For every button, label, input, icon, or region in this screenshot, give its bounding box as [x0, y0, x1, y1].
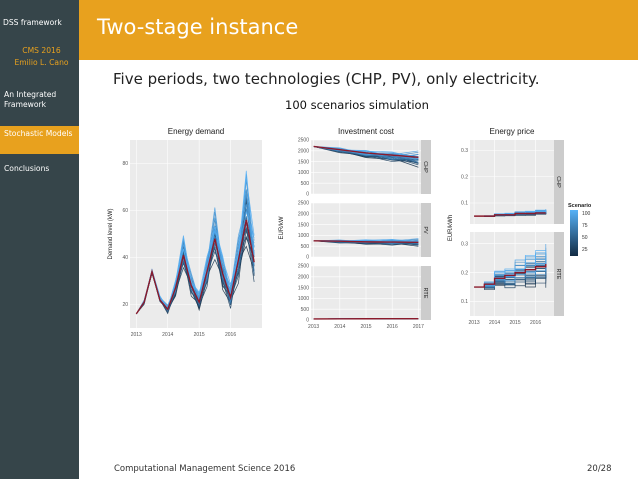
sidebar-item-label: An Integrated Framework	[4, 90, 57, 109]
charts-figure: Energy demand 20 40 60 80 2013 2014 2015 2016 Dem…	[108, 127, 592, 338]
legend-label: 25	[582, 247, 588, 253]
energy-price-xtick-label: 2016	[530, 320, 541, 326]
investment-cost-rte-ytick-label: 0	[306, 318, 309, 324]
investment-cost-chp-ytick-label: 0	[306, 192, 309, 198]
investment-cost-pv-ytick-label: 2500	[298, 201, 309, 207]
energy-price-chp-ytick-label: 0.1	[461, 201, 468, 207]
energy-price-chp-strip-label: CHP	[555, 176, 561, 188]
investment-cost-pv-ytick-label: 2000	[298, 212, 309, 218]
investment-cost-ylabel: EUR/kW	[279, 216, 285, 239]
energy-price-rte-strip-label: RTE	[555, 269, 561, 280]
sidebar-conference: CMS 2016	[0, 46, 79, 56]
investment-cost-chp-ytick-label: 500	[301, 181, 310, 187]
sidebar-item-stochastic-models[interactable]: Stochastic Models	[0, 126, 79, 154]
investment-cost-rte-ytick-label: 1000	[298, 296, 309, 302]
legend-label: 50	[582, 235, 588, 241]
energy-demand-xtick-label: 2013	[131, 332, 142, 338]
energy-price-chp-mean-line	[474, 212, 546, 217]
investment-cost-pv-strip	[421, 203, 431, 257]
energy-price-xtick-label: 2013	[469, 320, 480, 326]
investment-cost-xtick-label: 2013	[308, 324, 319, 330]
energy-demand-title: Energy demand	[168, 127, 224, 136]
investment-cost-xtick-label: 2016	[387, 324, 398, 330]
investment-cost-rte-ytick-label: 2500	[298, 264, 309, 270]
energy-price-rte-ytick-label: 0.3	[461, 241, 468, 247]
sidebar-item-conclusions[interactable]: Conclusions	[0, 164, 79, 174]
energy-price-ylabel: EUR/kWh	[448, 215, 454, 241]
legend-label: 75	[582, 223, 588, 229]
energy-demand-ytick-label: 60	[122, 208, 128, 214]
investment-cost-chp-strip-label: CHP	[422, 161, 428, 173]
investment-cost-xtick-label: 2015	[360, 324, 371, 330]
energy-demand-xtick-label: 2015	[194, 332, 205, 338]
investment-cost-pv-ytick-label: 500	[301, 244, 310, 250]
energy-demand-ylabel: Demand level (kW)	[108, 208, 114, 259]
slide-title: Two-stage instance	[97, 15, 299, 39]
sidebar-item-integrated-framework[interactable]: An Integrated Framework	[0, 90, 79, 110]
sidebar: DSS framework CMS 2016 Emilio L. Cano An…	[0, 0, 79, 479]
investment-cost-chp-ytick-label: 2500	[298, 138, 309, 144]
sidebar-item-label: Conclusions	[4, 164, 50, 173]
energy-price-rte-strip	[554, 232, 564, 316]
energy-demand-xtick-label: 2014	[162, 332, 173, 338]
figure-title: 100 scenarios simulation	[285, 98, 429, 112]
investment-cost-xtick-label: 2017	[413, 324, 424, 330]
investment-cost-chp-ytick-label: 2000	[298, 149, 309, 155]
footer-page-number: 20/28	[587, 464, 612, 474]
sidebar-item-label: DSS framework	[3, 18, 62, 27]
sidebar-author: Emilio L. Cano	[0, 58, 79, 68]
title-bar: Two-stage instance	[79, 0, 638, 60]
energy-demand-ytick-label: 40	[122, 255, 128, 261]
energy-price-rte-scenario-line	[474, 250, 547, 288]
energy-price-chp-ytick-label: 0.2	[461, 174, 468, 180]
investment-cost-pv-mean-line	[313, 240, 419, 244]
sidebar-author-label: Emilio L. Cano	[14, 58, 69, 67]
legend-colorbar	[570, 210, 578, 256]
investment-cost-rte-ytick-label: 1500	[298, 285, 309, 291]
investment-cost-rte-strip	[421, 266, 431, 320]
investment-cost-chp-strip	[421, 140, 431, 194]
sidebar-conference-label: CMS 2016	[22, 46, 61, 55]
energy-demand-xtick-label: 2016	[225, 332, 236, 338]
legend-label: 100	[582, 211, 591, 217]
energy-price-chp-strip	[554, 140, 564, 224]
energy-price-title: Energy price	[490, 127, 535, 136]
energy-price-xtick-label: 2015	[510, 320, 521, 326]
investment-cost-title: Investment cost	[338, 127, 395, 136]
investment-cost-pv-ytick-label: 1000	[298, 233, 309, 239]
investment-cost-pv-ytick-label: 0	[306, 255, 309, 261]
energy-price-xtick-label: 2014	[489, 320, 500, 326]
investment-cost-chp-mean-line	[313, 145, 419, 158]
energy-demand-mean-line	[135, 219, 255, 315]
energy-price-rte-ytick-label: 0.1	[461, 299, 468, 305]
sidebar-item-label: Stochastic Models	[4, 129, 73, 138]
investment-cost-xtick-label: 2014	[334, 324, 345, 330]
investment-cost-chp-ytick-label: 1000	[298, 170, 309, 176]
energy-demand-ytick-label: 20	[122, 302, 128, 308]
energy-price-rte-ytick-label: 0.2	[461, 270, 468, 276]
investment-cost-rte-ytick-label: 2000	[298, 275, 309, 281]
investment-cost-chp-ytick-label: 1500	[298, 159, 309, 165]
investment-cost-pv-ytick-label: 1500	[298, 222, 309, 228]
energy-price-rte-mean-line	[474, 263, 547, 288]
energy-price-chp-ytick-label: 0.3	[461, 148, 468, 154]
sidebar-item-dss-framework[interactable]: DSS framework	[0, 18, 79, 30]
investment-cost-rte-ytick-label: 500	[301, 307, 310, 313]
slide-subtitle: Five periods, two technologies (CHP, PV)…	[113, 70, 540, 88]
investment-cost-pv-strip-label: PV	[422, 226, 428, 234]
investment-cost-rte-strip-label: RTE	[422, 288, 428, 299]
footer-conference: Computational Management Science 2016	[114, 464, 296, 474]
legend-title: Scenario	[568, 203, 592, 209]
energy-demand-ytick-label: 80	[122, 161, 128, 167]
